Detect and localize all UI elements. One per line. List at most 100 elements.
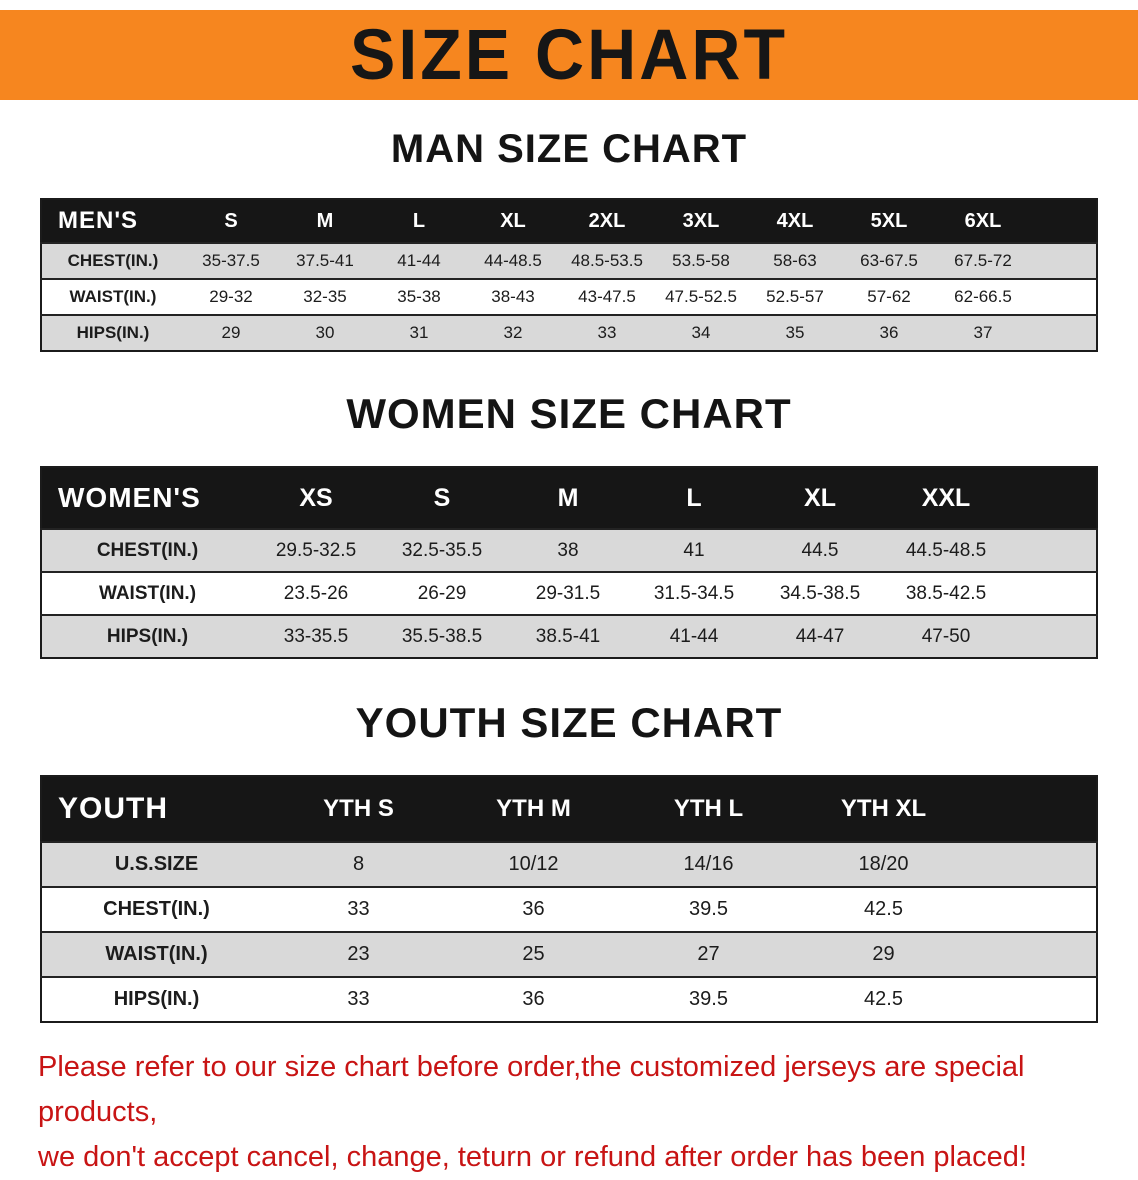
row-label: WAIST(IN.)	[105, 943, 208, 965]
youth-size-header: YTH XL	[796, 776, 971, 842]
size-value-cell: 36	[879, 323, 899, 342]
women-size-header: XXL	[883, 467, 1009, 529]
filler-cell	[971, 932, 1097, 977]
size-value-cell: 38.5-41	[535, 625, 601, 647]
filler-cell	[971, 842, 1097, 887]
youth-header-row: YOUTH YTH S YTH M YTH L YTH XL	[41, 776, 1097, 842]
filler-cell	[971, 977, 1097, 1022]
size-value-cell: 43-47.5	[578, 287, 636, 306]
size-value-cell: 36	[522, 988, 545, 1010]
size-value-cell: 39.5	[689, 988, 728, 1010]
row-label: CHEST(IN.)	[67, 251, 159, 270]
size-value-cell: 41-44	[669, 625, 719, 647]
youth-table-title: YOUTH	[41, 776, 271, 842]
size-value-cell: 23.5-26	[283, 582, 349, 604]
size-value-cell: 67.5-72	[954, 251, 1012, 270]
size-value-cell: 34.5-38.5	[779, 582, 861, 604]
row-label: HIPS(IN.)	[106, 625, 189, 647]
size-value-cell: 35-37.5	[202, 251, 260, 270]
filler-cell	[1009, 529, 1097, 572]
size-value-cell: 27	[697, 943, 720, 965]
size-value-cell: 52.5-57	[766, 287, 824, 306]
size-value-cell: 32.5-35.5	[401, 539, 483, 561]
filler-cell	[1030, 243, 1097, 279]
size-value-cell: 25	[522, 943, 545, 965]
filler-cell	[971, 887, 1097, 932]
youth-ussize-row: U.S.SIZE 8 10/12 14/16 18/20	[41, 842, 1097, 887]
size-value-cell: 10/12	[508, 853, 559, 875]
size-value-cell: 34	[691, 323, 711, 342]
youth-size-header: YTH S	[271, 776, 446, 842]
youth-chest-row: CHEST(IN.) 33 36 39.5 42.5	[41, 887, 1097, 932]
size-value-cell: 44-47	[795, 625, 845, 647]
women-waist-row: WAIST(IN.) 23.5-26 26-29 29-31.5 31.5-34…	[41, 572, 1097, 615]
men-size-header: M	[278, 199, 372, 243]
size-value-cell: 35-38	[397, 287, 441, 306]
women-size-header: XL	[757, 467, 883, 529]
youth-size-header: YTH L	[621, 776, 796, 842]
men-waist-row: WAIST(IN.) 29-32 32-35 35-38 38-43 43-47…	[41, 279, 1097, 315]
men-table-title: MEN'S	[41, 199, 184, 243]
men-size-table: MEN'S S M L XL 2XL 3XL 4XL 5XL 6XL CHEST…	[40, 198, 1098, 352]
order-notice: Please refer to our size chart before or…	[38, 1045, 1100, 1180]
row-label: CHEST(IN.)	[103, 898, 210, 920]
size-value-cell: 58-63	[773, 251, 817, 270]
size-value-cell: 29.5-32.5	[275, 539, 357, 561]
men-size-header: S	[184, 199, 278, 243]
size-value-cell: 41-44	[397, 251, 441, 270]
size-value-cell: 39.5	[689, 898, 728, 920]
size-value-cell: 35.5-38.5	[401, 625, 483, 647]
size-value-cell: 47.5-52.5	[665, 287, 737, 306]
size-value-cell: 29-31.5	[535, 582, 601, 604]
size-value-cell: 47-50	[921, 625, 971, 647]
men-size-header: 3XL	[654, 199, 748, 243]
size-value-cell: 37	[973, 323, 993, 342]
size-value-cell: 44.5	[801, 539, 839, 561]
youth-section-heading: YOUTH SIZE CHART	[355, 699, 783, 746]
size-value-cell: 36	[522, 898, 545, 920]
size-value-cell: 26-29	[417, 582, 467, 604]
size-value-cell: 53.5-58	[672, 251, 730, 270]
size-value-cell: 62-66.5	[954, 287, 1012, 306]
men-hips-row: HIPS(IN.) 29 30 31 32 33 34 35 36 37	[41, 315, 1097, 351]
size-value-cell: 32	[503, 323, 523, 342]
size-value-cell: 38-43	[491, 287, 535, 306]
size-value-cell: 8	[352, 853, 365, 875]
men-size-header: 2XL	[560, 199, 654, 243]
size-value-cell: 30	[315, 323, 335, 342]
size-value-cell: 37.5-41	[296, 251, 354, 270]
size-value-cell: 35	[785, 323, 805, 342]
filler-cell	[971, 776, 1097, 842]
women-size-header: XS	[253, 467, 379, 529]
row-label: U.S.SIZE	[114, 853, 199, 875]
men-header-row: MEN'S S M L XL 2XL 3XL 4XL 5XL 6XL	[41, 199, 1097, 243]
size-value-cell: 38.5-42.5	[905, 582, 987, 604]
row-label: CHEST(IN.)	[96, 539, 199, 561]
women-size-header: S	[379, 467, 505, 529]
size-value-cell: 31.5-34.5	[653, 582, 735, 604]
size-value-cell: 32-35	[303, 287, 347, 306]
order-notice-line-2: we don't accept cancel, change, teturn o…	[38, 1141, 1027, 1173]
size-value-cell: 44-48.5	[484, 251, 542, 270]
size-value-cell: 29	[872, 943, 895, 965]
men-size-header: 4XL	[748, 199, 842, 243]
size-value-cell: 41	[683, 539, 705, 561]
size-value-cell: 42.5	[864, 988, 903, 1010]
women-header-row: WOMEN'S XS S M L XL XXL	[41, 467, 1097, 529]
men-size-header: L	[372, 199, 466, 243]
size-value-cell: 42.5	[864, 898, 903, 920]
youth-waist-row: WAIST(IN.) 23 25 27 29	[41, 932, 1097, 977]
men-section-heading: MAN SIZE CHART	[390, 127, 748, 171]
size-value-cell: 44.5-48.5	[905, 539, 987, 561]
size-value-cell: 18/20	[858, 853, 909, 875]
row-label: HIPS(IN.)	[113, 988, 200, 1010]
size-value-cell: 14/16	[683, 853, 734, 875]
filler-cell	[1030, 279, 1097, 315]
men-size-header: 5XL	[842, 199, 936, 243]
size-value-cell: 48.5-53.5	[571, 251, 643, 270]
size-chart-banner: SIZE CHART	[0, 10, 1138, 100]
youth-hips-row: HIPS(IN.) 33 36 39.5 42.5	[41, 977, 1097, 1022]
size-value-cell: 29	[221, 323, 241, 342]
size-value-cell: 29-32	[209, 287, 253, 306]
filler-cell	[1009, 615, 1097, 658]
